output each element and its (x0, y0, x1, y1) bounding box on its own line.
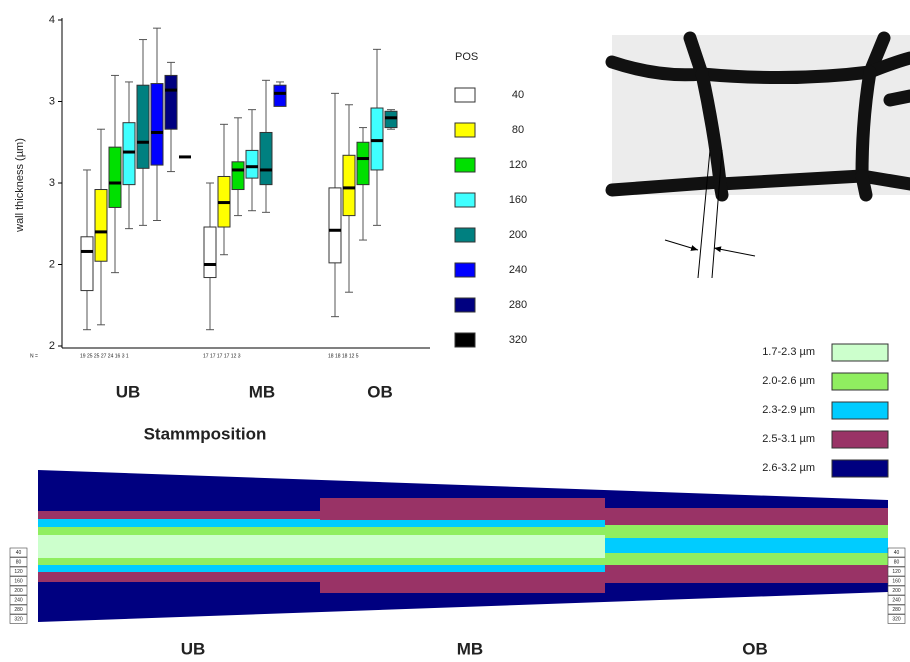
stem-tick-label: 80 (894, 559, 900, 565)
legend-label: 280 (509, 299, 527, 311)
category-label: UB (116, 382, 141, 401)
y-tick-label: 4 (49, 14, 55, 26)
stem-section-label: OB (742, 639, 768, 658)
n-counts: 18 18 18 12 5 (328, 353, 359, 359)
box (342, 154, 356, 217)
stem-tick-label: 120 (892, 569, 901, 575)
legend-label: 320 (509, 334, 527, 346)
box (356, 141, 370, 186)
stem-section-label: UB (181, 639, 206, 658)
stem-tick-label: 240 (14, 597, 23, 603)
legend-swatch (454, 192, 476, 208)
box (245, 149, 259, 179)
y-tick-label: 2 (49, 340, 55, 352)
stem-tick-label: 120 (14, 569, 23, 575)
stem-tick-box (9, 585, 28, 596)
stem-tick-box (887, 557, 906, 567)
stem-tick-box (887, 566, 906, 577)
thickness-swatch (831, 372, 889, 391)
box (273, 84, 287, 107)
legend-label: 120 (509, 159, 527, 171)
box (259, 131, 273, 186)
n-label: N = (30, 353, 38, 359)
legend-label: 240 (509, 264, 527, 276)
box (108, 146, 122, 208)
legend-swatch (454, 122, 476, 138)
box (164, 74, 178, 130)
stem-tick-box (9, 604, 28, 615)
legend-swatch (454, 87, 476, 103)
box (370, 107, 384, 171)
stem-tick-box (887, 585, 906, 596)
legend-label: 160 (509, 194, 527, 206)
stem-tick-label: 160 (14, 578, 23, 584)
micrograph (605, 31, 910, 279)
thickness-label: 2.3-2.9 µm (762, 404, 815, 416)
box (150, 83, 164, 166)
legend-title: POS (455, 51, 478, 63)
stem-tick-box (887, 604, 906, 615)
thickness-label: 1.7-2.3 µm (762, 346, 815, 358)
stem-tick-label: 80 (16, 559, 22, 565)
box (328, 187, 342, 264)
stem-diagram (38, 470, 888, 622)
box (94, 189, 108, 262)
stem-tick-label: 280 (892, 607, 901, 613)
legend-swatch (454, 262, 476, 278)
category-label: OB (367, 382, 393, 401)
stem-tick-box (9, 566, 28, 577)
stem-tick-label: 40 (16, 550, 22, 556)
legend-label: 200 (509, 229, 527, 241)
y-tick-label: 2 (49, 258, 55, 270)
legend-swatch (454, 227, 476, 243)
box (122, 122, 136, 186)
legend-swatch (454, 332, 476, 348)
y-tick-label: 3 (49, 95, 55, 107)
category-label: MB (249, 382, 275, 401)
legend-swatch (454, 157, 476, 173)
stem-tick-label: 200 (14, 588, 23, 594)
y-axis-label: wall thickness (µm) (14, 138, 26, 233)
stem-section-label: MB (457, 639, 483, 658)
stem-tick-label: 320 (892, 616, 901, 622)
stem-tick-label: 40 (894, 550, 900, 556)
thickness-label: 2.5-3.1 µm (762, 433, 815, 445)
box (136, 84, 150, 169)
legend-label: 40 (512, 89, 524, 101)
thickness-swatch (831, 459, 889, 478)
box (231, 161, 245, 191)
stem-tick-label: 280 (14, 607, 23, 613)
x-axis-label: Stammposition (144, 424, 267, 443)
thickness-swatch (831, 430, 889, 449)
stem-tick-label: 160 (892, 578, 901, 584)
box (80, 236, 94, 292)
box (203, 226, 217, 279)
n-counts: 17 17 17 17 12 3 (203, 353, 241, 359)
thickness-swatch (831, 343, 889, 362)
stem-tick-box (9, 557, 28, 567)
stem-tick-label: 200 (892, 588, 901, 594)
n-counts: 19 25 25 27 24 16 3 1 (80, 353, 129, 359)
legend-label: 80 (512, 124, 524, 136)
stem-tick-box (9, 614, 28, 624)
stem-tick-box (9, 576, 28, 586)
thickness-label: 2.0-2.6 µm (762, 375, 815, 387)
stem-tick-box (887, 614, 906, 624)
stem-tick-box (9, 595, 28, 605)
legend-swatch (454, 297, 476, 313)
y-tick-label: 3 (49, 177, 55, 189)
stem-tick-box (887, 595, 906, 605)
box (384, 110, 398, 129)
thickness-label: 2.6-3.2 µm (762, 462, 815, 474)
stem-tick-box (887, 576, 906, 586)
stem-tick-box (887, 547, 906, 558)
stem-tick-label: 320 (14, 616, 23, 622)
stem-tick-box (9, 547, 28, 558)
thickness-swatch (831, 401, 889, 420)
stem-tick-label: 240 (892, 597, 901, 603)
